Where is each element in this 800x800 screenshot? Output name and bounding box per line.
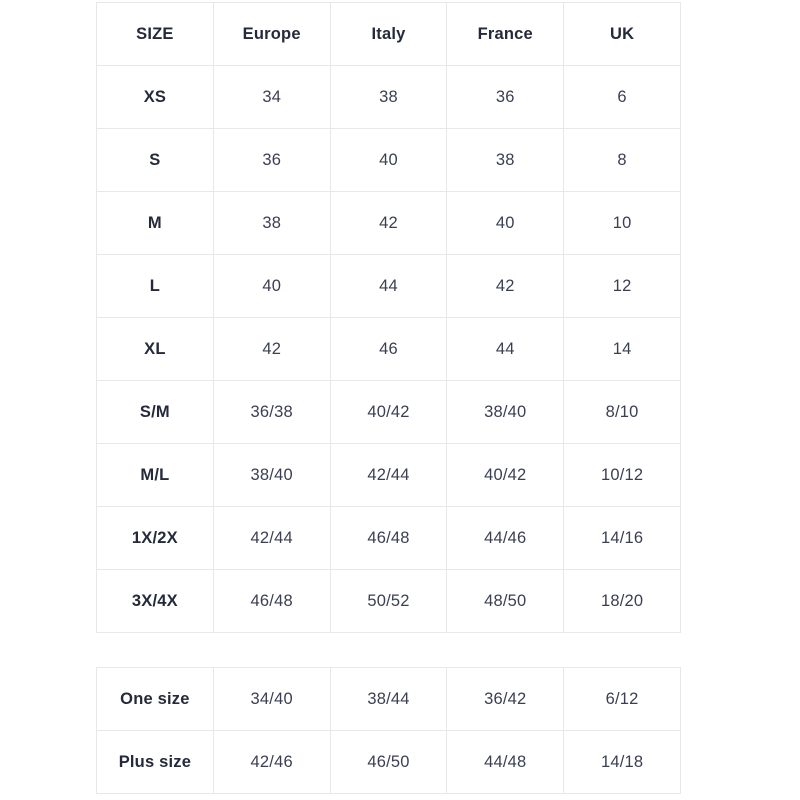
cell-size-label: Plus size	[96, 730, 214, 794]
cell-europe: 42	[212, 317, 331, 381]
cell-uk: 6	[563, 65, 681, 129]
table-row: 1X/2X 42/44 46/48 44/46 14/16	[96, 506, 681, 570]
cell-italy: 38/44	[329, 667, 448, 731]
cell-france: 36	[446, 65, 565, 129]
cell-france: 38	[446, 128, 565, 192]
cell-uk: 14/18	[563, 730, 681, 794]
cell-france: 38/40	[446, 380, 565, 444]
cell-size-label: XS	[96, 65, 214, 129]
size-conversion-table: SIZE Europe Italy France UK XS 34 38 36 …	[96, 2, 681, 633]
cell-uk: 14/16	[563, 506, 681, 570]
cell-italy: 46/48	[329, 506, 448, 570]
cell-france: 48/50	[446, 569, 565, 633]
cell-uk: 18/20	[563, 569, 681, 633]
table-row: S/M 36/38 40/42 38/40 8/10	[96, 380, 681, 444]
cell-uk: 12	[563, 254, 681, 318]
cell-france: 44/46	[446, 506, 565, 570]
cell-italy: 38	[329, 65, 448, 129]
cell-uk: 10	[563, 191, 681, 255]
cell-size-label: M	[96, 191, 214, 255]
table-row: S 36 40 38 8	[96, 128, 681, 192]
cell-size-label: S	[96, 128, 214, 192]
table-body: XS 34 38 36 6 S 36 40 38 8 M 38 42 40 10	[96, 65, 681, 633]
table-row: M/L 38/40 42/44 40/42 10/12	[96, 443, 681, 507]
cell-italy: 42/44	[329, 443, 448, 507]
cell-europe: 34/40	[212, 667, 331, 731]
column-header-uk: UK	[563, 2, 681, 66]
cell-italy: 40	[329, 128, 448, 192]
cell-size-label: XL	[96, 317, 214, 381]
cell-italy: 50/52	[329, 569, 448, 633]
cell-europe: 36/38	[212, 380, 331, 444]
table-row: XS 34 38 36 6	[96, 65, 681, 129]
cell-uk: 6/12	[563, 667, 681, 731]
cell-italy: 42	[329, 191, 448, 255]
cell-europe: 38/40	[212, 443, 331, 507]
cell-europe: 42/44	[212, 506, 331, 570]
cell-uk: 8/10	[563, 380, 681, 444]
column-header-europe: Europe	[212, 2, 331, 66]
table-row: Plus size 42/46 46/50 44/48 14/18	[96, 730, 681, 794]
cell-france: 36/42	[446, 667, 565, 731]
cell-france: 44	[446, 317, 565, 381]
cell-europe: 38	[212, 191, 331, 255]
cell-size-label: L	[96, 254, 214, 318]
table-row: L 40 44 42 12	[96, 254, 681, 318]
cell-france: 44/48	[446, 730, 565, 794]
cell-europe: 34	[212, 65, 331, 129]
cell-europe: 40	[212, 254, 331, 318]
cell-uk: 8	[563, 128, 681, 192]
one-size-plus-size-table: One size 34/40 38/44 36/42 6/12 Plus siz…	[96, 667, 681, 794]
cell-europe: 36	[212, 128, 331, 192]
cell-europe: 46/48	[212, 569, 331, 633]
cell-europe: 42/46	[212, 730, 331, 794]
cell-size-label: M/L	[96, 443, 214, 507]
cell-uk: 14	[563, 317, 681, 381]
table-row: M 38 42 40 10	[96, 191, 681, 255]
cell-france: 40	[446, 191, 565, 255]
cell-size-label: 1X/2X	[96, 506, 214, 570]
cell-italy: 46	[329, 317, 448, 381]
column-header-italy: Italy	[329, 2, 448, 66]
cell-uk: 10/12	[563, 443, 681, 507]
table-row: One size 34/40 38/44 36/42 6/12	[96, 667, 681, 731]
cell-size-label: S/M	[96, 380, 214, 444]
cell-france: 42	[446, 254, 565, 318]
cell-italy: 46/50	[329, 730, 448, 794]
cell-france: 40/42	[446, 443, 565, 507]
table-header-row: SIZE Europe Italy France UK	[96, 2, 681, 66]
cell-size-label: One size	[96, 667, 214, 731]
table-header: SIZE Europe Italy France UK	[96, 2, 681, 66]
cell-italy: 44	[329, 254, 448, 318]
table-row: XL 42 46 44 14	[96, 317, 681, 381]
cell-italy: 40/42	[329, 380, 448, 444]
cell-size-label: 3X/4X	[96, 569, 214, 633]
column-header-size: SIZE	[96, 2, 214, 66]
table-row: 3X/4X 46/48 50/52 48/50 18/20	[96, 569, 681, 633]
column-header-france: France	[446, 2, 565, 66]
table-body: One size 34/40 38/44 36/42 6/12 Plus siz…	[96, 667, 681, 794]
